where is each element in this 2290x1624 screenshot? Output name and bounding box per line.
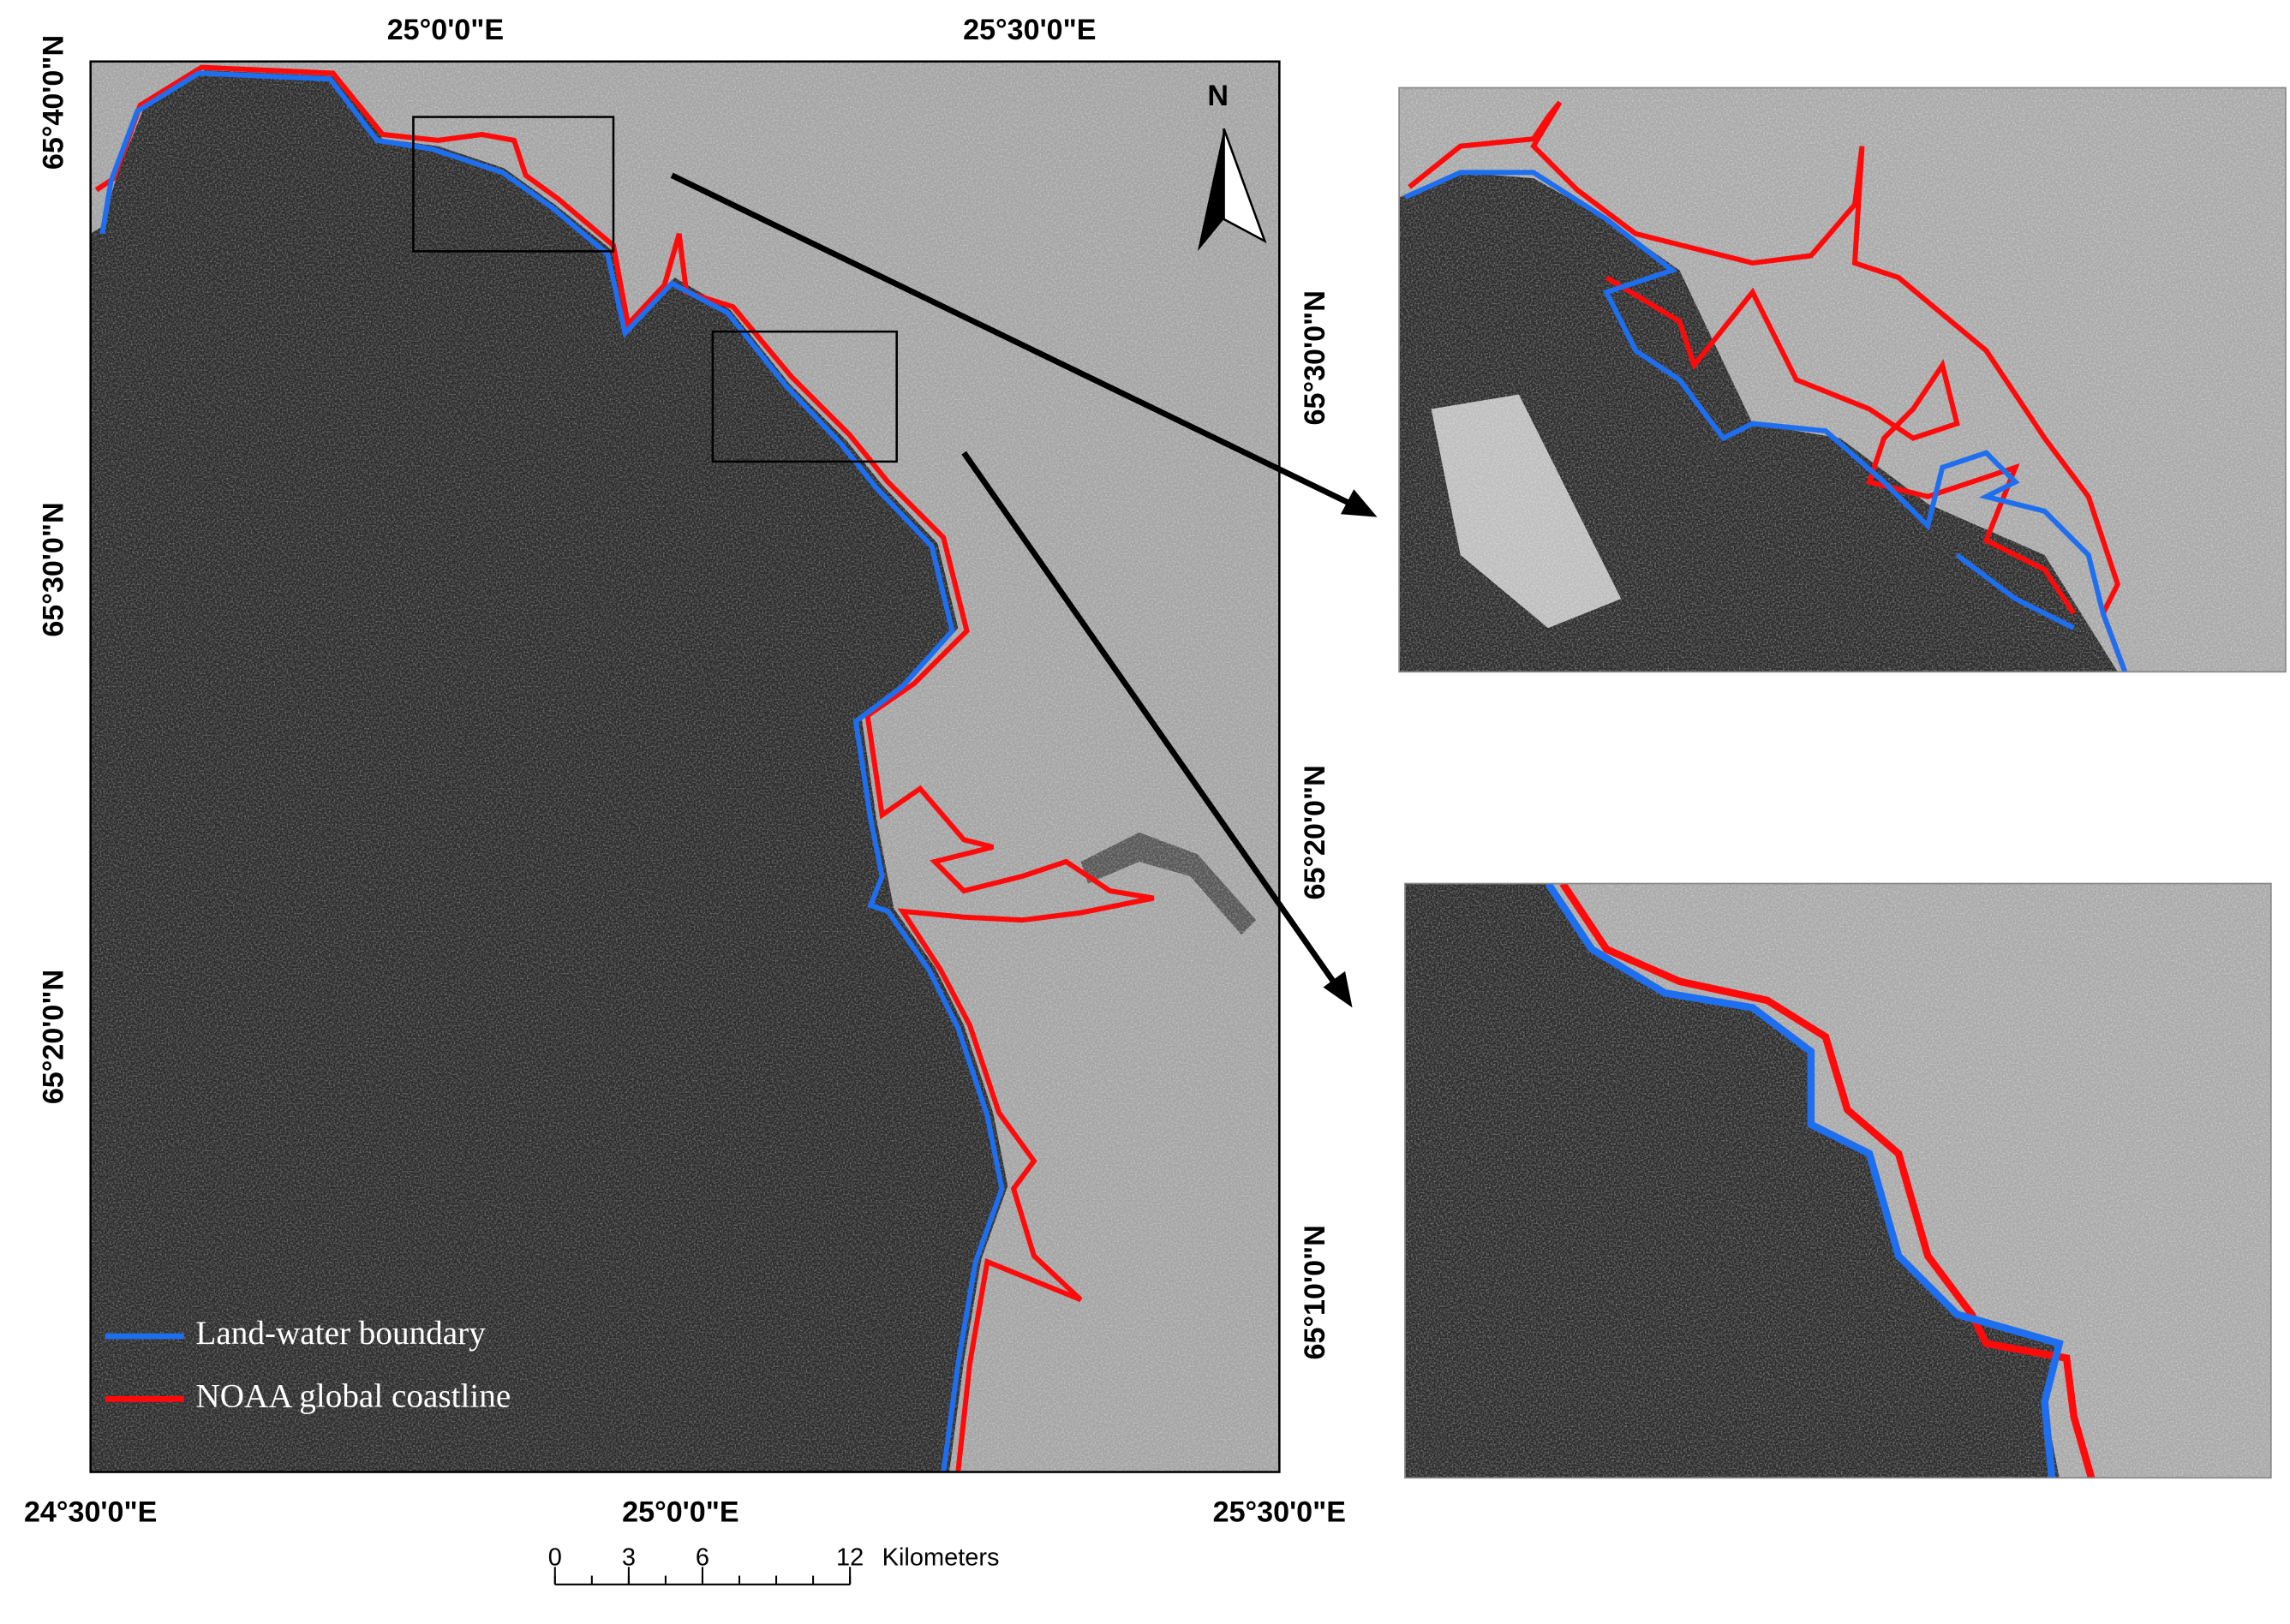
- inset-bottom: [1404, 883, 2271, 1478]
- scale-bar: [553, 1567, 852, 1585]
- scale-unit: Kilometers: [882, 1544, 1000, 1572]
- callout-arrows: [670, 172, 1353, 988]
- north-arrow: N: [1197, 80, 1267, 252]
- right-coord-label: 65°10'0"N: [1299, 1225, 1331, 1359]
- right-coord-label: 65°20'0"N: [1299, 765, 1331, 899]
- scale-tick-label: 12: [836, 1544, 864, 1572]
- left-coord-label: 65°40'0"N: [37, 35, 69, 170]
- arrowhead: [1323, 970, 1353, 1008]
- inset-frame: [1398, 87, 2287, 673]
- left-coord-label: 65°30'0"N: [37, 502, 69, 636]
- right-coord-label: 65°30'0"N: [1299, 290, 1331, 425]
- bottom-coord-label: 24°30'0"E: [24, 1496, 157, 1528]
- top-coord-label: 25°0'0"E: [387, 14, 504, 46]
- legend-label: NOAA global coastline: [195, 1377, 511, 1414]
- left-coord-label: 65°20'0"N: [37, 970, 69, 1104]
- scale-tick-label: 3: [622, 1544, 636, 1572]
- scale-tick-label: 6: [696, 1544, 709, 1572]
- top-coord-label: 25°30'0"E: [963, 14, 1096, 46]
- north-label: N: [1207, 80, 1229, 112]
- inset-top: [1399, 87, 2286, 672]
- legend-label: Land-water boundary: [195, 1315, 486, 1352]
- arrowhead: [1340, 489, 1378, 517]
- bottom-coord-label: 25°30'0"E: [1213, 1496, 1346, 1528]
- scale-tick-label: 0: [548, 1544, 562, 1572]
- inset-frame: [1404, 882, 2272, 1479]
- bottom-coord-label: 25°0'0"E: [622, 1496, 738, 1528]
- map-frame: [89, 60, 1281, 1473]
- main-map: [90, 61, 1280, 1472]
